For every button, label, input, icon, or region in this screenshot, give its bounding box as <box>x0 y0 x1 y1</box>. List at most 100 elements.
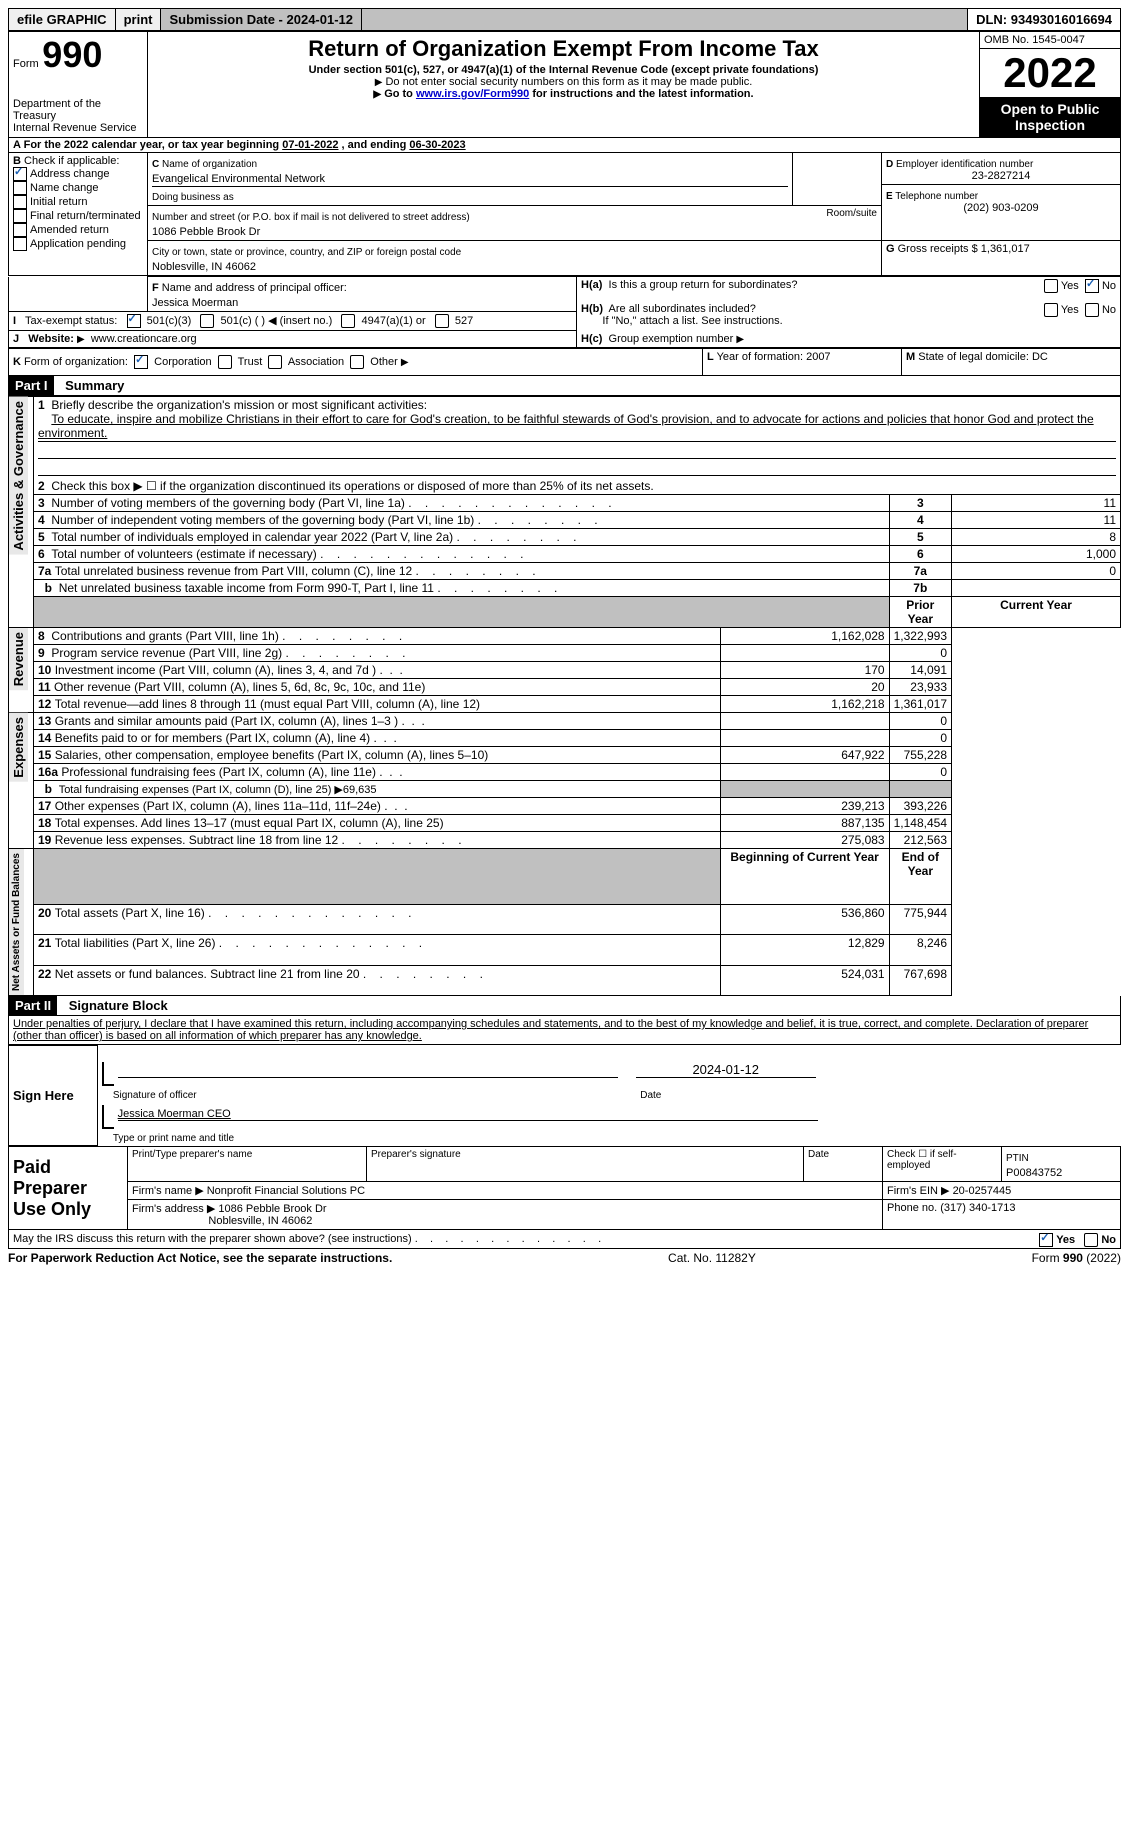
side-label-activities: Activities & Governance <box>9 397 28 555</box>
col-prior-year: Prior Year <box>889 597 951 628</box>
part-2-header: Part II <box>9 996 57 1015</box>
submission-date: Submission Date - 2024-01-12 <box>161 9 362 30</box>
curr-14: 0 <box>889 730 951 747</box>
begin-21: 12,829 <box>720 935 889 965</box>
checkbox-address-change[interactable] <box>13 167 27 181</box>
year-formation: 2007 <box>806 351 830 363</box>
cb-association[interactable] <box>268 355 282 369</box>
tax-exempt-label: Tax-exempt status: <box>25 315 117 327</box>
cb-501c[interactable] <box>200 314 214 328</box>
form-title: Return of Organization Exempt From Incom… <box>152 36 975 62</box>
instructions-link[interactable]: www.irs.gov/Form990 <box>416 88 529 100</box>
end-21: 8,246 <box>889 935 951 965</box>
tax-period: A For the 2022 calendar year, or tax yea… <box>8 138 1121 152</box>
curr-13: 0 <box>889 713 951 730</box>
signature-section: Sign Here 2024-01-12 Signature of office… <box>8 1045 1121 1146</box>
part-1-table: Activities & Governance 1 Briefly descri… <box>8 396 1121 996</box>
firm-address-1: 1086 Pebble Brook Dr <box>218 1203 326 1215</box>
identity-section: B Check if applicable: Address change Na… <box>8 152 1121 276</box>
print-button[interactable]: print <box>116 9 162 30</box>
curr-11: 23,933 <box>889 679 951 696</box>
website-url[interactable]: www.creationcare.org <box>91 333 197 345</box>
form-subtitle: Under section 501(c), 527, or 4947(a)(1)… <box>152 64 975 76</box>
prior-11: 20 <box>720 679 889 696</box>
subordinates-yes[interactable] <box>1044 303 1058 317</box>
end-22: 767,698 <box>889 965 951 996</box>
officer-name: Jessica Moerman CEO <box>118 1108 231 1120</box>
top-bar: efile GRAPHIC print Submission Date - 20… <box>8 8 1121 31</box>
group-exemption: Group exemption number <box>609 333 734 345</box>
val-line-6: 1,000 <box>952 546 1121 563</box>
col-begin-year: Beginning of Current Year <box>720 849 889 905</box>
prior-19: 275,083 <box>720 832 889 849</box>
checkbox-final-return[interactable] <box>13 209 27 223</box>
firm-ein: 20-0257445 <box>953 1185 1012 1197</box>
curr-19: 212,563 <box>889 832 951 849</box>
val-line-4: 11 <box>952 512 1121 529</box>
header-section: Form 990 Department of the Treasury Inte… <box>8 31 1121 138</box>
cb-other[interactable] <box>350 355 364 369</box>
subordinates-q: Are all subordinates included? <box>609 303 756 315</box>
group-return-q: Is this a group return for subordinates? <box>609 279 798 291</box>
efile-button[interactable]: efile GRAPHIC <box>9 9 116 30</box>
street-address: 1086 Pebble Brook Dr <box>152 226 260 238</box>
begin-20: 536,860 <box>720 904 889 934</box>
part-2-title: Signature Block <box>61 998 168 1013</box>
prep-sig-label: Preparer's signature <box>367 1147 804 1182</box>
checkbox-name-change[interactable] <box>13 181 27 195</box>
room-suite <box>793 153 882 206</box>
mission-text: To educate, inspire and mobilize Christi… <box>38 412 1094 440</box>
discuss-yes[interactable] <box>1039 1233 1053 1247</box>
box-b-caption: Check if applicable: <box>24 155 119 167</box>
self-employed-check[interactable]: Check ☐ if self-employed <box>883 1147 1002 1182</box>
form-note-2: Go to www.irs.gov/Form990 for instructio… <box>152 88 975 100</box>
discuss-question: May the IRS discuss this return with the… <box>8 1230 1121 1249</box>
val-line-5: 8 <box>952 529 1121 546</box>
prior-8: 1,162,028 <box>720 628 889 645</box>
group-return-no[interactable] <box>1085 279 1099 293</box>
tax-year: 2022 <box>980 49 1120 97</box>
curr-9: 0 <box>889 645 951 662</box>
declaration-text: Under penalties of perjury, I declare th… <box>8 1016 1121 1045</box>
checkbox-initial-return[interactable] <box>13 195 27 209</box>
page-footer: For Paperwork Reduction Act Notice, see … <box>8 1251 1121 1265</box>
dln: DLN: 93493016016694 <box>967 9 1120 30</box>
part-1-title: Summary <box>57 378 124 393</box>
form-number: 990 <box>42 34 102 75</box>
discuss-no[interactable] <box>1084 1233 1098 1247</box>
paid-preparer-label: Paid Preparer Use Only <box>9 1147 128 1230</box>
officer-group-section: F Name and address of principal officer:… <box>8 276 1121 348</box>
val-line-7b <box>952 580 1121 597</box>
principal-officer: Jessica Moerman <box>152 297 238 309</box>
cb-4947[interactable] <box>341 314 355 328</box>
form-label: Form <box>13 58 39 70</box>
prior-17: 239,213 <box>720 798 889 815</box>
omb-number: OMB No. 1545-0047 <box>980 32 1120 49</box>
curr-8: 1,322,993 <box>889 628 951 645</box>
prior-12: 1,162,218 <box>720 696 889 713</box>
line-2-text: Check this box ▶ ☐ if the organization d… <box>51 479 653 493</box>
checkbox-application-pending[interactable] <box>13 237 27 251</box>
side-label-expenses: Expenses <box>9 713 28 782</box>
col-end-year: End of Year <box>889 849 951 905</box>
cb-corporation[interactable] <box>134 355 148 369</box>
subordinates-no[interactable] <box>1085 303 1099 317</box>
col-current-year: Current Year <box>952 597 1121 628</box>
firm-phone: (317) 340-1713 <box>940 1202 1015 1214</box>
checkbox-amended-return[interactable] <box>13 223 27 237</box>
form-note-1: Do not enter social security numbers on … <box>152 76 975 88</box>
group-return-yes[interactable] <box>1044 279 1058 293</box>
end-20: 775,944 <box>889 904 951 934</box>
curr-18: 1,148,454 <box>889 815 951 832</box>
curr-16a: 0 <box>889 764 951 781</box>
curr-15: 755,228 <box>889 747 951 764</box>
cb-trust[interactable] <box>218 355 232 369</box>
cb-501c3[interactable] <box>127 314 141 328</box>
subordinates-note: If "No," attach a list. See instructions… <box>602 315 782 327</box>
klm-section: K Form of organization: Corporation Trus… <box>8 348 1121 376</box>
cb-527[interactable] <box>435 314 449 328</box>
firm-address-2: Noblesville, IN 46062 <box>208 1215 312 1227</box>
officer-sign-date: 2024-01-12 <box>636 1062 816 1078</box>
prep-date-label: Date <box>804 1147 883 1182</box>
curr-17: 393,226 <box>889 798 951 815</box>
